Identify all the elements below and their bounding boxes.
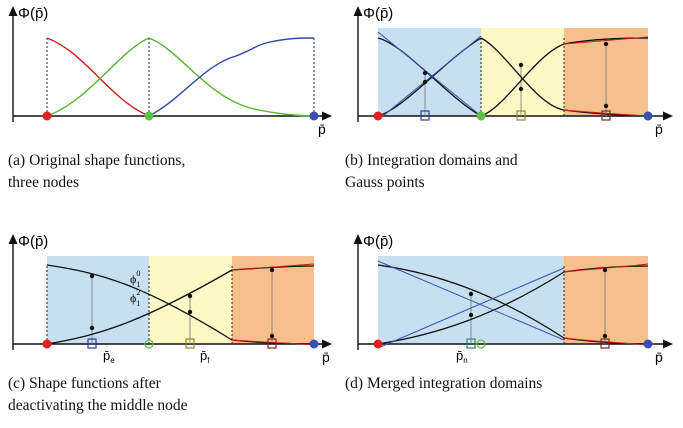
shape-function-mid-increasing xyxy=(480,37,649,117)
x-axis-arrow xyxy=(663,339,673,349)
gauss-point xyxy=(603,103,609,109)
gauss-point xyxy=(468,291,474,297)
panel-d-plot: p̄n Φ(p̄) p̄ xyxy=(353,233,673,365)
gauss-marker-square xyxy=(87,338,97,349)
caption-c: (c) Shape functions after deactivating t… xyxy=(8,373,187,417)
gauss-point xyxy=(422,70,428,76)
shape-function-left xyxy=(46,37,150,117)
gauss-point xyxy=(187,309,193,315)
p-f-label: p̄f xyxy=(200,348,210,365)
linear-fit-2 xyxy=(377,35,482,121)
gauss-point xyxy=(269,333,275,339)
node-left xyxy=(373,339,383,349)
red-approx-top xyxy=(231,263,315,271)
phi-bottom-label: ϕ12 xyxy=(130,288,140,308)
y-axis-arrow xyxy=(8,6,18,16)
panel-b-plot: Φ(p̄) p̄ xyxy=(353,5,673,137)
domain-blue xyxy=(47,256,149,344)
node-left xyxy=(373,111,383,121)
gauss-point xyxy=(187,293,193,299)
node-right xyxy=(309,339,319,349)
panel-a: Φ(p̄) p̄ xyxy=(0,0,332,137)
node-right xyxy=(309,111,319,121)
red-approx-top xyxy=(563,263,649,273)
gauss-marker-square xyxy=(601,110,611,121)
gauss-point xyxy=(468,312,474,318)
gauss-point xyxy=(269,267,275,273)
caption-d: (d) Merged integration domains xyxy=(345,373,542,395)
red-approx-bottom xyxy=(563,337,649,346)
caption-a-line-2: three nodes xyxy=(8,174,80,191)
node-right xyxy=(643,111,653,121)
x-axis-label: p̄ xyxy=(655,349,663,365)
caption-b: (b) Integration domains and Gauss points xyxy=(345,150,518,194)
shape-function-right xyxy=(148,37,315,117)
node-middle-deactivated xyxy=(144,339,154,349)
node-middle xyxy=(144,111,154,121)
gauss-point xyxy=(89,273,95,279)
red-approx-top xyxy=(563,36,649,45)
gauss-point xyxy=(518,62,524,68)
gauss-point xyxy=(422,79,428,85)
p-n-label: p̄n xyxy=(456,348,468,365)
gauss-point xyxy=(602,333,608,339)
domain-yellow xyxy=(481,28,564,116)
caption-c-line-1: (c) Shape functions after xyxy=(8,375,161,392)
y-axis-label: Φ(p̄) xyxy=(363,233,393,250)
domain-blue xyxy=(378,28,481,116)
caption-a: (a) Original shape functions, three node… xyxy=(8,150,185,194)
x-axis-arrow xyxy=(322,339,332,349)
p-e-label: p̄e xyxy=(103,348,115,365)
gauss-marker-square xyxy=(600,338,610,349)
node-left xyxy=(42,339,52,349)
node-middle xyxy=(476,111,486,121)
y-axis-arrow xyxy=(353,6,363,16)
gauss-point xyxy=(518,86,524,92)
shape-function-middle xyxy=(46,37,315,117)
panel-b: Φ(p̄) p̄ xyxy=(345,0,675,137)
y-axis-label: Φ(p̄) xyxy=(18,5,48,22)
gauss-marker-square xyxy=(516,110,526,121)
caption-a-line-1: (a) Original shape functions, xyxy=(8,152,186,169)
caption-d-line-1: (d) Merged integration domains xyxy=(345,375,543,392)
panel-d: p̄n Φ(p̄) p̄ xyxy=(345,228,675,365)
panel-c: ϕ10 ϕ12 p̄e p̄f Φ(p̄) p̄ xyxy=(0,228,332,365)
gauss-point xyxy=(602,267,608,273)
gauss-marker-square xyxy=(267,338,277,349)
panel-c-plot: ϕ10 ϕ12 p̄e p̄f Φ(p̄) p̄ xyxy=(8,233,332,365)
shape-function-mid-decreasing xyxy=(480,37,649,117)
x-axis-label: p̄ xyxy=(318,121,326,137)
gauss-marker-square xyxy=(466,338,476,349)
node-left xyxy=(42,111,52,121)
linear-fit-2 xyxy=(377,267,565,349)
gauss-marker-square xyxy=(420,110,430,121)
caption-b-line-1: (b) Integration domains and xyxy=(345,152,518,169)
y-axis-arrow xyxy=(8,234,18,244)
linear-fit-1 xyxy=(377,260,565,341)
x-axis-arrow xyxy=(322,111,332,121)
x-axis-label: p̄ xyxy=(655,121,663,137)
caption-b-line-2: Gauss points xyxy=(345,174,425,191)
phi-top-label: ϕ10 xyxy=(130,269,140,289)
y-axis-label: Φ(p̄) xyxy=(363,5,393,22)
gauss-point xyxy=(603,41,609,47)
shape-function-decreasing xyxy=(377,264,649,345)
node-right xyxy=(643,339,653,349)
shape-function-increasing xyxy=(46,265,315,345)
x-axis-arrow xyxy=(663,111,673,121)
domain-yellow xyxy=(149,256,232,344)
gauss-marker-square xyxy=(185,338,195,349)
x-axis-label: p̄ xyxy=(322,349,330,365)
gauss-point xyxy=(89,325,95,331)
caption-c-line-2: deactivating the middle node xyxy=(8,397,188,414)
node-middle-deactivated xyxy=(476,339,486,349)
y-axis-label: Φ(p̄) xyxy=(18,233,48,250)
linear-fit-1 xyxy=(377,31,482,117)
y-axis-arrow xyxy=(353,234,363,244)
panel-a-plot: Φ(p̄) p̄ xyxy=(8,5,332,137)
shape-function-decreasing xyxy=(46,264,315,345)
red-approx-bottom xyxy=(231,339,315,346)
